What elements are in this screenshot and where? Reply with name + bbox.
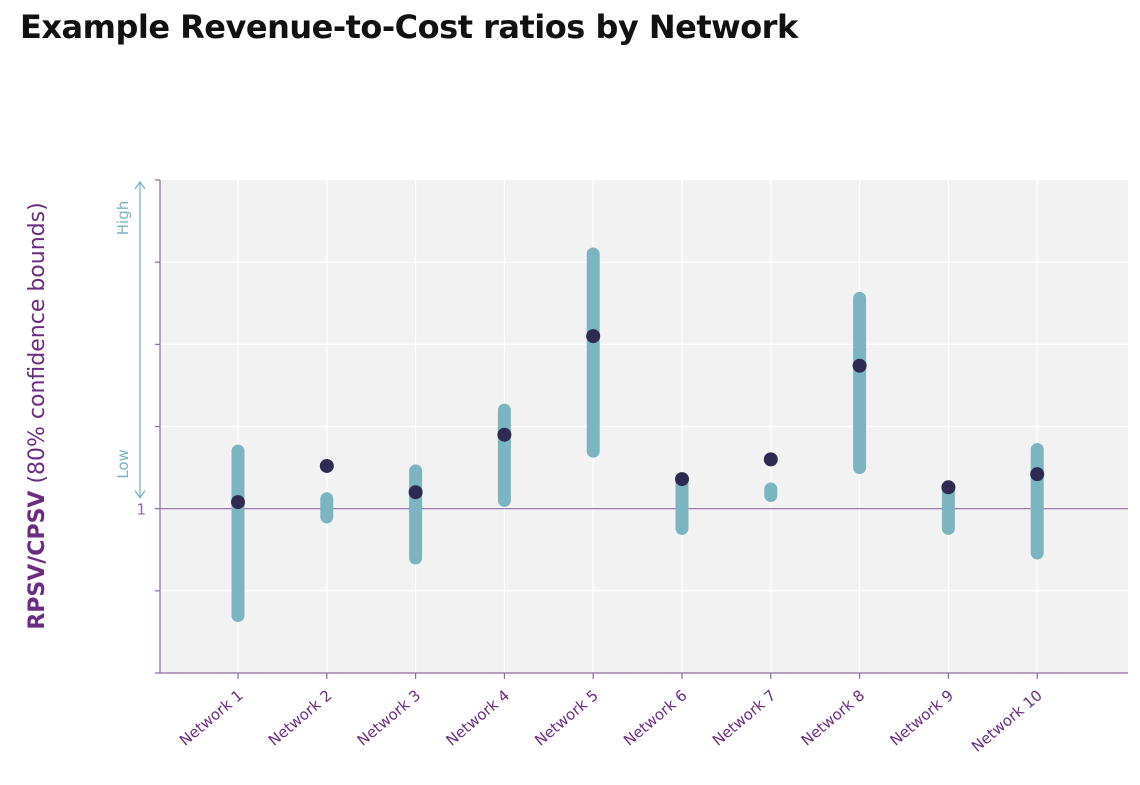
category-label: Network 1 bbox=[176, 686, 247, 749]
y-axis-title-bold: RPSV/CPSV bbox=[25, 491, 50, 630]
point-estimate bbox=[319, 458, 334, 473]
category-label: Network 7 bbox=[709, 686, 780, 749]
category-label: Network 3 bbox=[354, 686, 425, 749]
point-estimate bbox=[497, 427, 512, 442]
scale-arrow-head-up bbox=[134, 180, 146, 190]
point-estimate bbox=[852, 358, 867, 373]
category-label: Network 9 bbox=[886, 686, 957, 749]
category-label: Network 10 bbox=[968, 686, 1046, 755]
point-estimate bbox=[763, 452, 778, 467]
scale-high-label: High bbox=[114, 201, 132, 235]
y-axis-title: RPSV/CPSV (80% confidence bounds) bbox=[25, 202, 50, 629]
category-label: Network 8 bbox=[798, 686, 869, 749]
point-estimate bbox=[586, 329, 601, 344]
category-label: Network 6 bbox=[620, 686, 691, 749]
point-estimate bbox=[1030, 467, 1045, 482]
reference-label: 1 bbox=[136, 501, 146, 519]
point-estimate bbox=[408, 485, 423, 500]
point-estimate bbox=[941, 480, 956, 495]
point-estimate bbox=[231, 495, 245, 510]
category-label: Network 2 bbox=[265, 686, 336, 749]
category-label: Network 5 bbox=[531, 686, 602, 749]
scale-arrow-head-down bbox=[134, 490, 146, 499]
y-axis-title-rest: (80% confidence bounds) bbox=[25, 202, 50, 490]
point-estimate bbox=[675, 472, 689, 487]
category-label: Network 4 bbox=[442, 686, 513, 749]
scale-low-label: Low bbox=[114, 449, 132, 479]
chart-title: Example Revenue-to-Cost ratios by Networ… bbox=[20, 8, 798, 46]
